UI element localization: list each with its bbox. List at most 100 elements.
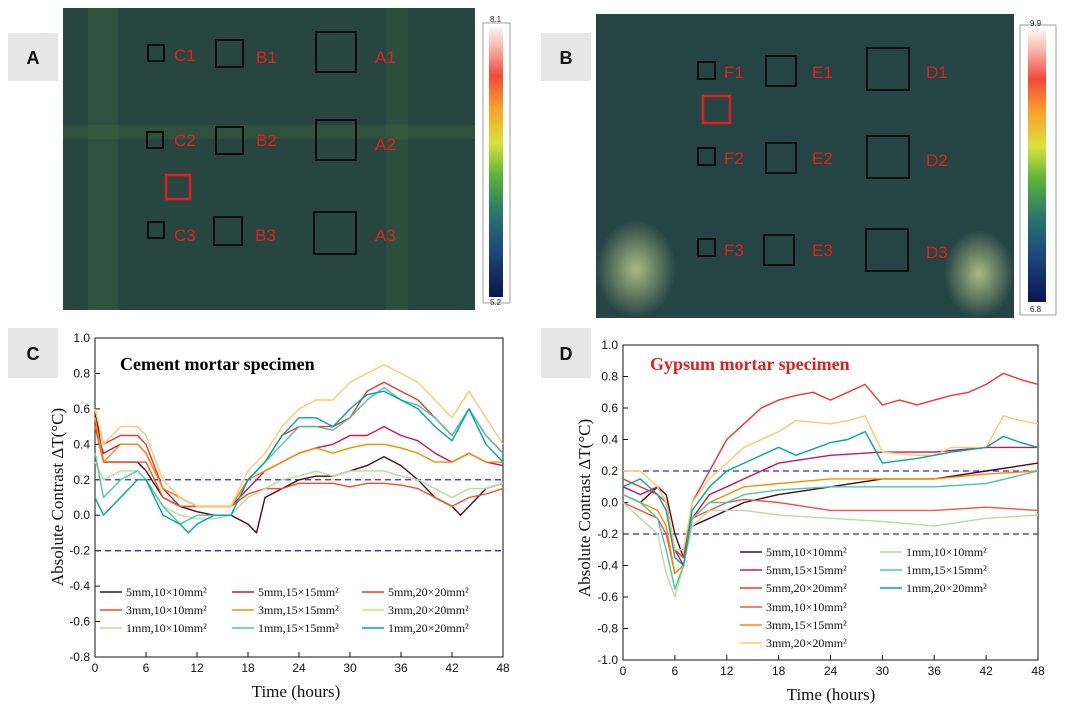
legend-entry: 1mm,15×15mm² [906,563,987,577]
panel-a-box [8,33,58,81]
colorbar-a [489,27,503,297]
legend-entry: 5mm,15×15mm² [766,563,847,577]
y-tick-label: 0.8 [601,370,618,384]
series-line [94,381,504,508]
x-tick-label: 42 [979,664,993,678]
defect-box-a1 [315,31,357,73]
defect-box-a3 [313,211,357,255]
defect-box-b2 [215,126,244,155]
chart-panel-d: D Gypsum mortar specimen 0 6 12 18 24 30 36 42 4… [541,328,1045,704]
label-f3: F3 [724,241,744,260]
defect-box-c3 [147,221,165,239]
y-tick-label: 0.0 [601,496,618,510]
chart-panel-c: C Cement mortar specimen 0 6 12 18 24 30 36 42 4… [8,328,510,701]
series-line [622,470,1039,575]
series-line [94,390,504,534]
legend-entry: 5mm,10×10mm² [766,545,847,559]
chart-c-title: Cement mortar specimen [120,354,315,374]
legend-entry: 3mm,10×10mm² [126,603,207,617]
label-c3: C3 [174,226,196,245]
defect-box-a2 [315,119,357,161]
label-d1: D1 [926,63,948,82]
panel-d-box [541,328,591,378]
y-tick-label: -0.2 [597,527,618,541]
label-e3: E3 [812,241,833,260]
chart-c-ylabel: Absolute Contrast ΔT(°C) [48,408,67,586]
x-tick-label: 6 [672,664,679,678]
colorbar-b-max: 9.9 [1030,19,1042,28]
chart-d-xlabel: Time (hours) [787,685,876,704]
label-f2: F2 [724,149,744,168]
label-d2: D2 [926,151,948,170]
defect-box-d1 [866,47,910,91]
x-tick-label: 12 [190,661,204,675]
y-tick-label: -0.4 [597,559,618,573]
chart-d-ylabel: Absolute Contrast ΔT(°C) [575,419,594,597]
colorbar-a-min: 5.2 [490,298,502,307]
defect-box-b1 [215,39,244,68]
series-line [94,417,503,508]
label-b1: B1 [256,48,277,67]
label-b3: B3 [255,226,276,245]
thermal-image-a [63,8,475,310]
x-tick-label: 30 [343,661,357,675]
y-tick-label: -0.8 [597,622,618,636]
x-tick-label: 42 [445,661,459,675]
x-tick-label: 48 [496,661,510,675]
series-line [623,415,1039,551]
y-tick-label: 0.6 [73,402,90,416]
x-tick-label: 24 [292,661,306,675]
colorbar-b-min: 6.8 [1030,305,1042,314]
label-b2: B2 [256,131,277,150]
thermal-glow-b2 [944,230,1014,318]
label-d3: D3 [926,243,948,262]
y-tick-label: 1.0 [73,331,90,345]
legend-entry: 3mm,20×20mm² [766,636,847,650]
label-c2: C2 [174,131,196,150]
legend-entry: 5mm,10×10mm² [126,585,207,599]
y-tick-label: 0.6 [601,401,618,415]
x-tick-label: 18 [241,661,255,675]
x-tick-label: 12 [720,664,734,678]
series-line [622,470,1039,590]
y-tick-label: -0.4 [69,579,90,593]
defect-box-f2 [697,147,716,166]
defect-box-b3 [213,216,243,246]
chart-c-plot: 0 6 12 18 24 30 36 42 48 -0.8 -0.6 -0.4 -0.2 0.0 0.2 0.… [69,331,510,675]
y-tick-label: 0.8 [73,366,90,380]
thermal-glow-b1 [596,220,676,318]
panel-c-letter: C [27,344,40,364]
defect-box-e1 [765,55,797,87]
colorbar-a-max: 8.1 [490,15,502,24]
y-tick-label: 0.2 [601,464,618,478]
thermal-streak-a2 [386,8,408,310]
defect-box-f3 [697,238,716,257]
x-tick-label: 0 [620,664,627,678]
chart-d-plot: 0 6 12 18 24 30 36 42 48 -1.0 -0.8 -0.6 -0.4 -0.2 0.0 0… [597,338,1045,678]
legend-entry: 5mm,20×20mm² [766,581,847,595]
thermal-streak-a3 [63,125,475,139]
defect-box-d2 [866,135,910,179]
defect-box-e2 [765,142,797,174]
y-tick-label: 1.0 [601,338,618,352]
y-tick-label: 0.4 [73,437,90,451]
legend-entry: 5mm,15×15mm² [258,585,339,599]
thermal-panel-b: B 9.9 6.8 F1 E1 D1 F2 E2 D2 F3 E3 D3 [541,14,1057,318]
defect-box-f1 [697,61,716,80]
y-tick-label: -0.6 [597,590,618,604]
label-c1: C1 [174,46,196,65]
reference-box-b [701,94,732,125]
x-tick-label: 6 [143,661,150,675]
x-tick-label: 30 [876,664,890,678]
legend-entry: 1mm,15×15mm² [258,621,339,635]
panel-d-letter: D [560,344,573,364]
legend-entry: 5mm,20×20mm² [388,585,469,599]
legend-entry: 3mm,10×10mm² [766,600,847,614]
series-line [94,425,504,508]
legend-entry: 1mm,10×10mm² [906,545,987,559]
defect-box-d3 [865,228,909,272]
label-a2: A2 [375,135,396,154]
y-tick-label: 0.4 [601,433,618,447]
thermal-panel-a: A 8.1 5.2 C1 B1 A1 C2 B2 A2 C3 B3 A3 [8,8,511,310]
